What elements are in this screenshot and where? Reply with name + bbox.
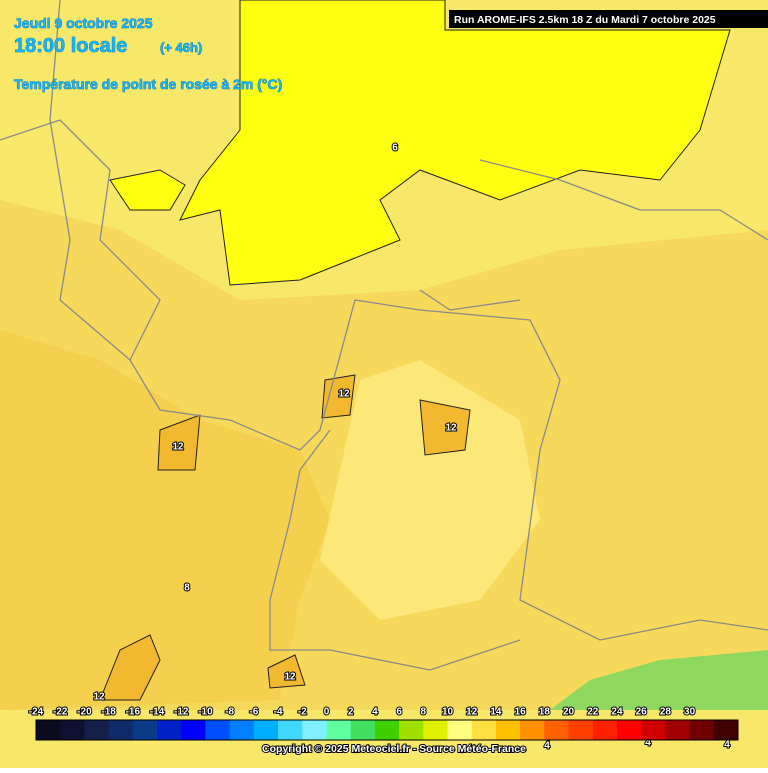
legend-swatch <box>689 720 715 740</box>
contour-label: 4 <box>544 741 550 752</box>
legend-frame <box>35 719 739 741</box>
legend-swatch <box>302 720 327 740</box>
legend-label: -12 <box>174 707 189 718</box>
parameter: Température de point de rosée à 2m (°C) <box>14 76 282 92</box>
contour-label: 12 <box>338 389 350 400</box>
contour-label: 8 <box>184 583 190 594</box>
legend-label: 24 <box>611 707 623 718</box>
legend-label: 14 <box>490 707 502 718</box>
legend-label: -4 <box>274 707 283 718</box>
legend-label: 2 <box>348 707 354 718</box>
legend-swatch <box>399 720 424 740</box>
legend-label: -22 <box>53 707 68 718</box>
legend-label: -16 <box>126 707 141 718</box>
legend-swatch <box>36 720 61 740</box>
legend-label: 26 <box>636 707 648 718</box>
legend-label: 30 <box>684 707 696 718</box>
date: Jeudi 9 octobre 2025 <box>14 15 153 31</box>
legend-label: -8 <box>225 707 234 718</box>
region-cool <box>320 360 540 620</box>
contour-label: 4 <box>724 740 730 751</box>
legend-swatch <box>495 720 521 740</box>
region-dry <box>109 169 186 211</box>
region-dry <box>179 0 731 286</box>
legend-label: 8 <box>421 707 427 718</box>
legend-swatch <box>520 720 545 740</box>
contour-label: 4 <box>645 738 651 749</box>
legend-label: -6 <box>249 707 258 718</box>
legend-label: 16 <box>515 707 527 718</box>
legend-swatch <box>326 720 352 740</box>
legend-swatch <box>374 720 400 740</box>
legend-swatch <box>447 720 473 740</box>
copyright: Copyright © 2025 Meteociel.fr - Source M… <box>262 743 526 755</box>
legend-label: 4 <box>372 707 378 718</box>
contour-label: 12 <box>445 423 457 434</box>
legend-swatch <box>616 720 642 740</box>
legend-swatch <box>544 720 570 740</box>
legend-swatch <box>278 720 303 740</box>
legend-swatch <box>471 720 497 740</box>
region-moist <box>157 414 201 471</box>
legend-swatch <box>132 720 158 740</box>
legend-label: -24 <box>29 707 44 718</box>
legend-label: 28 <box>660 707 672 718</box>
legend-label: 18 <box>539 707 551 718</box>
legend-label: -18 <box>101 707 116 718</box>
legend-label: 10 <box>442 707 454 718</box>
run-info: Run AROME-IFS 2.5km 18 Z du Mardi 7 octo… <box>454 14 716 26</box>
legend-swatch <box>205 720 231 740</box>
contour-label: 6 <box>392 143 398 154</box>
legend-swatch <box>181 720 206 740</box>
region-warm <box>0 330 330 710</box>
legend-label: -2 <box>298 707 307 718</box>
run-box <box>449 10 768 28</box>
legend-swatch <box>157 720 182 740</box>
region-moist <box>419 399 471 456</box>
border <box>49 0 768 641</box>
legend-swatch <box>229 720 255 740</box>
contour-label: 12 <box>284 672 296 683</box>
legend-swatch <box>108 720 134 740</box>
legend-swatch <box>641 720 666 740</box>
legend-label: 20 <box>563 707 575 718</box>
lead-time: (+ 46h) <box>160 40 202 55</box>
region-moist <box>321 374 356 419</box>
legend-label: 0 <box>324 707 330 718</box>
region-alps <box>550 650 768 710</box>
border <box>0 119 521 671</box>
contour-label: 12 <box>93 692 105 703</box>
legend-label: -20 <box>77 707 92 718</box>
legend-label: 12 <box>466 707 478 718</box>
legend-swatch <box>568 720 594 740</box>
legend-label: 22 <box>587 707 599 718</box>
border <box>419 159 768 311</box>
legend-label: -14 <box>150 707 165 718</box>
legend-swatch <box>713 720 739 740</box>
legend-swatch <box>350 720 376 740</box>
region-moist <box>267 654 306 689</box>
region-moist <box>99 634 161 701</box>
legend-label: -10 <box>198 707 213 718</box>
legend-swatch <box>253 720 279 740</box>
legend-swatch <box>665 720 691 740</box>
contour-label: 12 <box>172 442 184 453</box>
legend-swatch <box>84 720 110 740</box>
legend-swatch <box>60 720 85 740</box>
legend-swatch <box>423 720 449 740</box>
time: 18:00 locale <box>14 35 127 57</box>
legend-swatch <box>592 720 618 740</box>
legend-label: 6 <box>396 707 402 718</box>
